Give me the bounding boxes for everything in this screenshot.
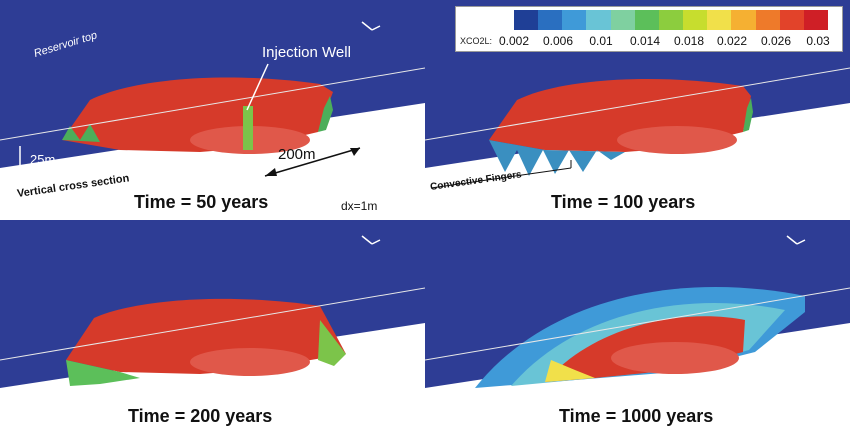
time-caption-100: Time = 100 years [551,192,696,212]
legend-swatch [538,10,563,30]
legend-swatch [658,10,684,30]
reservoir-top-line [425,67,850,141]
cross-section-200-years [0,220,425,388]
well-plume-column [243,106,253,150]
fingers-bracket [430,167,572,189]
reservoir-top-line [0,287,425,361]
plume-core [617,126,737,154]
legend-swatch [562,10,587,30]
panel-50-years: Injection Well Reservoir top 25m 200m Ve… [0,0,425,219]
legend-variable-label: XCO2L: [460,36,493,46]
legend-tick: 0.002 [498,34,530,48]
panel-200-years: Time = 200 years [0,220,425,439]
cross-section-1000-years [425,220,850,388]
legend-tick: 0.01 [589,34,613,48]
injection-well-leader [246,63,269,111]
cross-section-50-years [0,0,425,178]
injection-well-label: Injection Well [262,44,351,61]
plume-edge-left [62,124,100,142]
legend-tick: 0.022 [716,34,748,48]
legend-tick: 0.018 [673,34,705,48]
plume-fingers-left [66,360,140,386]
legend-swatch [683,10,708,30]
grid-spacing-label: dx=1m [341,199,378,213]
legend-tick: 0.014 [629,34,661,48]
axis-triad-icon [361,235,381,245]
legend-tick: 0.006 [542,34,574,48]
legend-swatch [731,10,756,30]
length-scale-arrow [264,147,361,177]
time-caption-200: Time = 200 years [128,406,273,426]
plume-edge-right [318,96,333,132]
convective-fingers [489,140,625,176]
panel-1000-years: Time = 1000 years [425,220,850,439]
plume-core [611,342,739,374]
length-arrow-head-left [265,168,277,176]
reservoir-top-line [0,67,425,141]
legend-swatch [755,10,780,30]
xco2l-color-legend: XCO2L: 0.002 0.006 0.01 0.014 0.018 0.02… [455,6,843,52]
time-caption-50: Time = 50 years [134,192,269,212]
reservoir-top-line [425,287,850,361]
legend-tick: 0.026 [760,34,792,48]
plume-fingers-left [545,360,595,382]
time-caption-1000: Time = 1000 years [559,406,714,426]
length-arrow-head-right [350,148,360,156]
legend-tick: 0.03 [806,34,830,48]
axis-triad-icon [361,21,381,31]
legend-swatch [803,10,829,30]
legend-swatch [610,10,635,30]
thickness-label: 25m [30,152,56,167]
legend-swatch [514,10,539,30]
axis-triad-icon [786,235,806,245]
legend-swatch [586,10,611,30]
legend-swatch [779,10,804,30]
length-label: 200m [278,146,316,163]
legend-swatch [634,10,659,30]
plume-edge-right [743,98,753,132]
plume-core [190,348,310,376]
legend-color-bar [514,10,829,30]
plume-edge-right [318,320,346,366]
legend-swatch [707,10,732,30]
